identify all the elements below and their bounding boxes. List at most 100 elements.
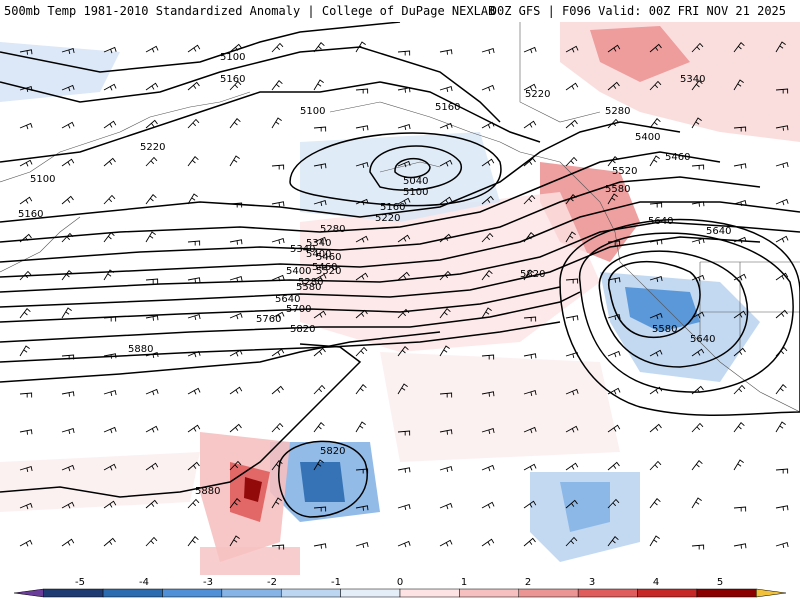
colorbar-tick-label: 1 [461, 577, 467, 588]
wind-barb [481, 307, 492, 319]
wind-barb [439, 233, 452, 243]
wind-barb [19, 233, 32, 243]
colorbar-swatch [340, 588, 401, 598]
contour-label: 5400 [635, 132, 660, 143]
wind-barb [19, 49, 33, 55]
wind-barb [691, 348, 705, 357]
contour-label: 5460 [316, 252, 341, 263]
wind-barb [397, 234, 411, 243]
wind-barb [229, 155, 240, 167]
contour-label: 5160 [220, 74, 245, 85]
wind-barb [523, 353, 537, 359]
wind-barb [523, 537, 536, 547]
wind-barb [565, 278, 579, 284]
wind-barb [229, 423, 242, 433]
wind-barb [775, 41, 786, 53]
wind-barb [649, 43, 662, 53]
wind-barb [187, 81, 200, 91]
wind-barb [733, 422, 745, 433]
wind-barb [61, 307, 72, 319]
wind-barb [187, 536, 199, 547]
wind-barb [229, 202, 243, 208]
wind-barb [355, 125, 369, 131]
wind-barb [271, 80, 283, 91]
wind-barb [271, 274, 285, 282]
colorbar-tick-label: 5 [717, 577, 723, 588]
wind-barb [439, 86, 453, 93]
wind-barb [19, 429, 33, 435]
contour-label: 5100 [220, 52, 245, 63]
wind-barb [775, 198, 789, 206]
wind-barb [61, 391, 75, 397]
wind-barb [733, 506, 747, 512]
contour-label: 5820 [320, 446, 345, 457]
colorbar-tick-label: -2 [267, 577, 277, 588]
wind-barb [61, 428, 75, 435]
wind-barb [229, 349, 243, 357]
wind-barb [19, 122, 33, 130]
contour-label: 5640 [275, 294, 300, 305]
contour-label: 5280 [605, 106, 630, 117]
wind-barb [733, 42, 745, 53]
wind-barb [481, 501, 495, 509]
colorbar-swatch [221, 588, 282, 598]
wind-barb [397, 467, 411, 473]
colorbar-tick-label: -5 [75, 577, 85, 588]
wind-barb [565, 425, 579, 433]
wind-barb [649, 239, 663, 245]
wind-barb [691, 274, 705, 282]
contour-label: 5340 [306, 238, 331, 249]
wind-barb [61, 501, 75, 509]
wind-barb [355, 468, 369, 474]
wind-barb [523, 83, 537, 91]
wind-barb [733, 459, 744, 471]
wind-barb [397, 346, 409, 357]
wind-barb [145, 156, 158, 167]
wind-barb [313, 422, 325, 433]
wind-barb [733, 163, 747, 169]
wind-barb [691, 117, 702, 129]
wind-barb [145, 536, 158, 547]
wind-barb [61, 354, 75, 360]
wind-barb [565, 536, 578, 547]
contour-label: 5100 [403, 187, 428, 198]
wind-barb [271, 497, 282, 509]
contour-label: 5220 [140, 142, 165, 153]
contour-label: 5640 [690, 334, 715, 345]
wind-barb [481, 195, 494, 205]
colorbar-swatch [162, 588, 223, 598]
wind-barb [565, 231, 576, 243]
colorbar-tick-label: 3 [589, 577, 595, 588]
wind-barb [733, 310, 747, 319]
wind-barb [775, 309, 788, 319]
colorbar-swatch [518, 588, 579, 598]
contour-label: 5880 [195, 486, 220, 497]
contour-label: 5280 [298, 277, 323, 288]
colorbar-swatch [696, 588, 757, 598]
wind-barb [103, 316, 117, 322]
contour-label: 5880 [128, 344, 153, 355]
wind-barb [61, 464, 75, 472]
wind-barb [523, 157, 536, 167]
wind-barb [19, 539, 33, 547]
wind-barb [103, 353, 117, 359]
wind-barb [733, 200, 747, 207]
wind-barb [481, 158, 495, 167]
wind-barb [19, 308, 31, 319]
wind-barb [271, 117, 282, 129]
wind-barb [775, 162, 789, 169]
wind-barb [355, 88, 369, 94]
wind-barb [733, 236, 747, 244]
wind-barb [187, 424, 201, 433]
wind-barb [355, 421, 366, 433]
wind-barb [565, 194, 577, 205]
contour-label: 5460 [312, 262, 337, 273]
wind-barb [565, 388, 579, 396]
colorbar-tick-label: -1 [331, 577, 341, 588]
wind-barb [439, 49, 453, 55]
wind-barb [313, 543, 327, 549]
wind-barb [481, 232, 494, 243]
wind-barb [355, 542, 369, 549]
contour-label: 5640 [648, 216, 673, 227]
wind-barb [313, 347, 326, 357]
